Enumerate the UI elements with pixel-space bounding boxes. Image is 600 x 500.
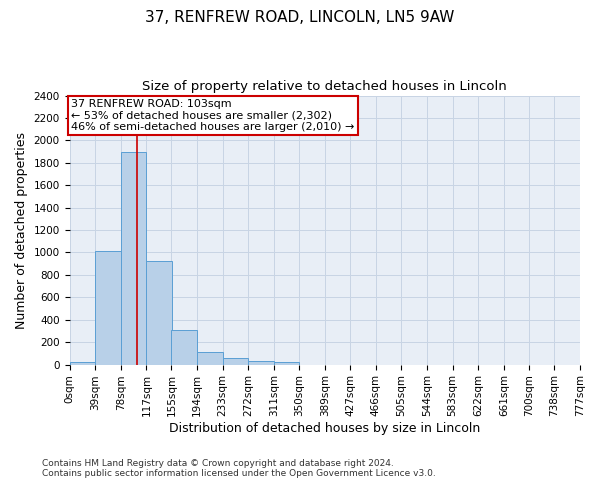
- Bar: [223, 358, 248, 364]
- Bar: [274, 362, 299, 364]
- Y-axis label: Number of detached properties: Number of detached properties: [15, 132, 28, 328]
- Bar: [197, 352, 223, 364]
- Bar: [248, 360, 274, 364]
- Text: Contains HM Land Registry data © Crown copyright and database right 2024.: Contains HM Land Registry data © Crown c…: [42, 458, 394, 468]
- X-axis label: Distribution of detached houses by size in Lincoln: Distribution of detached houses by size …: [169, 422, 481, 435]
- Bar: [172, 330, 197, 364]
- Text: 37, RENFREW ROAD, LINCOLN, LN5 9AW: 37, RENFREW ROAD, LINCOLN, LN5 9AW: [145, 10, 455, 25]
- Bar: [121, 152, 146, 364]
- Text: 37 RENFREW ROAD: 103sqm
← 53% of detached houses are smaller (2,302)
46% of semi: 37 RENFREW ROAD: 103sqm ← 53% of detache…: [71, 99, 354, 132]
- Text: Contains public sector information licensed under the Open Government Licence v3: Contains public sector information licen…: [42, 468, 436, 477]
- Bar: [70, 362, 95, 364]
- Bar: [95, 252, 121, 364]
- Bar: [146, 262, 172, 364]
- Title: Size of property relative to detached houses in Lincoln: Size of property relative to detached ho…: [142, 80, 507, 93]
